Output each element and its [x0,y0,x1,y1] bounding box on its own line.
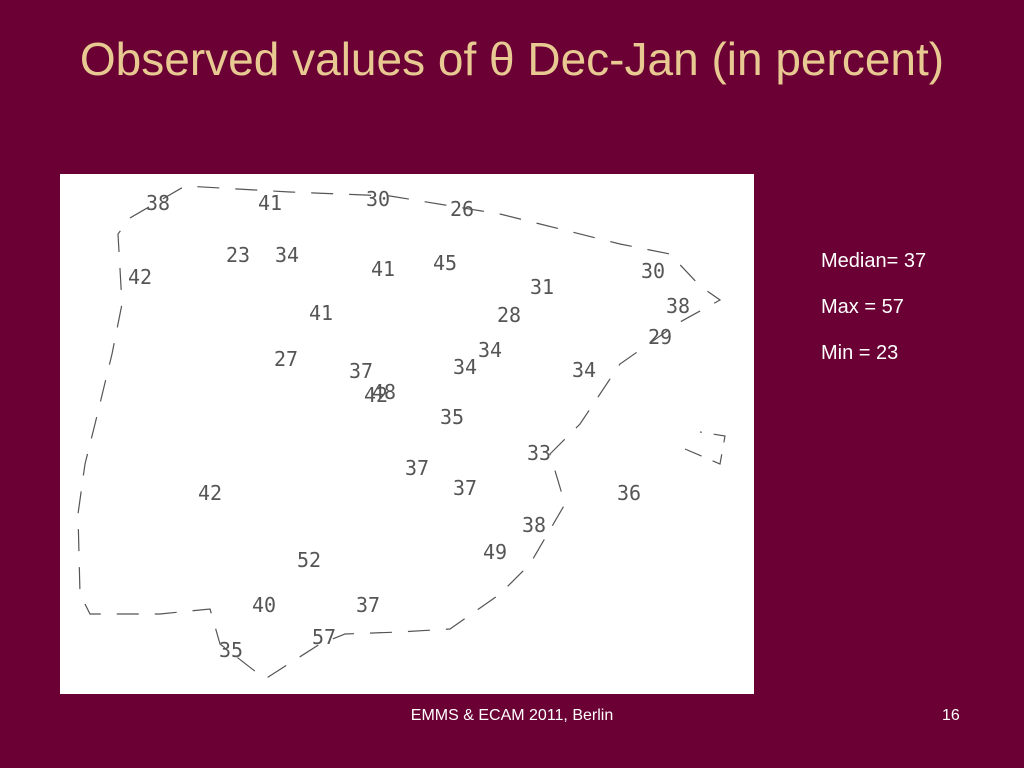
slide-title: Observed values of θ Dec-Jan (in percent… [79,33,945,85]
map-value: 37 [349,359,373,383]
map-value: 34 [478,338,502,362]
map-value: 49 [483,540,507,564]
map-value: 38 [522,513,546,537]
map-value: 37 [356,593,380,617]
map-value: 35 [219,638,243,662]
region-boundary [77,185,722,680]
max-stat: Max = 57 [821,296,904,318]
map-value: 36 [617,481,641,505]
map-value: 34 [572,358,596,382]
stats-panel: Median= 37 Max = 57 Min = 23 [821,248,926,386]
min-stat: Min = 23 [821,342,899,364]
page-number: 16 [942,707,960,724]
map-value: 42 [364,383,388,407]
map-value: 34 [275,243,299,267]
median-stat: Median= 37 [821,250,927,272]
value-map: 38 41 30 26 23 34 41 45 30 42 31 38 41 2… [60,174,754,694]
map-value: 40 [252,593,276,617]
map-value: 38 [666,294,690,318]
map-value: 38 [146,191,170,215]
map-value: 23 [226,243,250,267]
map-value: 57 [312,625,336,649]
map-value: 37 [405,456,429,480]
map-value: 45 [433,251,457,275]
footer-text: EMMS & ECAM 2011, Berlin [410,707,614,724]
map-value: 35 [440,405,464,429]
map-value: 41 [309,301,333,325]
map-value: 28 [497,303,521,327]
island-boundary [684,431,726,465]
map-value: 26 [450,197,474,221]
map-value: 41 [371,257,395,281]
map-value: 52 [297,548,321,572]
map-value: 29 [648,325,672,349]
map-value: 30 [641,259,665,283]
map-value: 34 [453,355,477,379]
map-value: 48 [372,380,396,404]
value-map-svg: 38 41 30 26 23 34 41 45 30 42 31 38 41 2… [77,185,726,680]
map-value: 37 [453,476,477,500]
map-value: 30 [366,187,390,211]
map-value: 27 [274,347,298,371]
map-value: 42 [198,481,222,505]
map-value: 33 [527,441,551,465]
map-value: 41 [258,191,282,215]
map-value: 31 [530,275,554,299]
map-value: 42 [128,265,152,289]
